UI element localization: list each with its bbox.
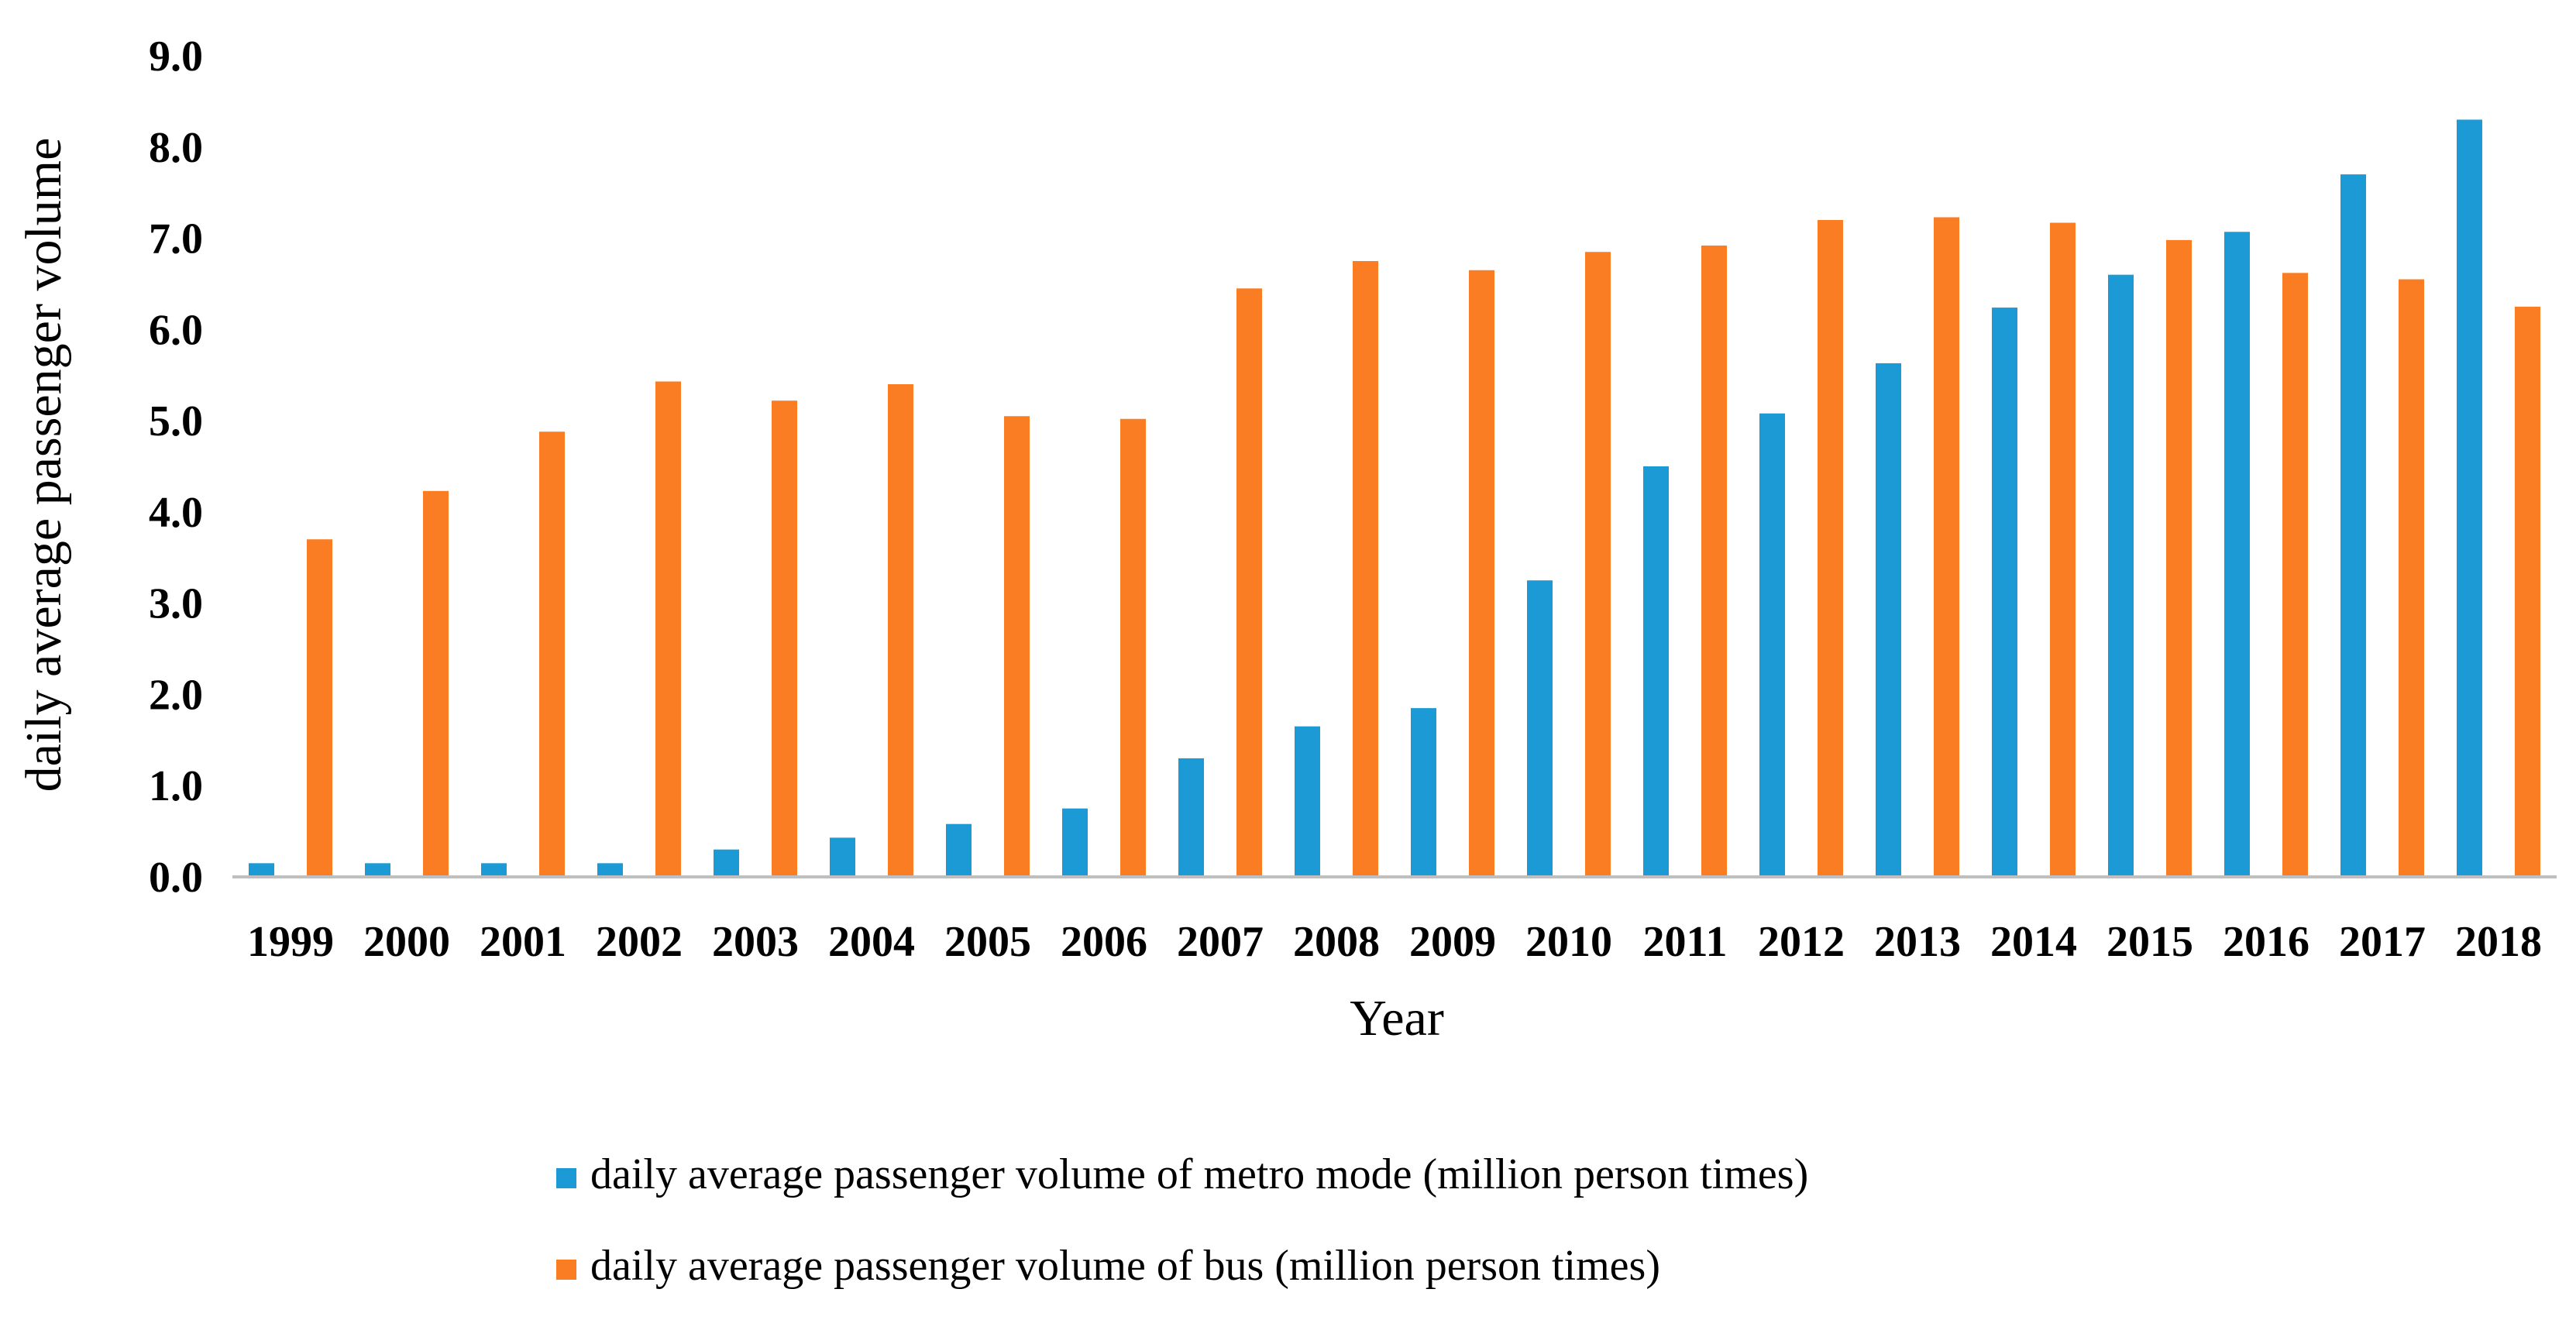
bar-metro xyxy=(365,863,390,877)
x-tick-label: 2015 xyxy=(2107,918,2193,966)
y-tick-label: 7.0 xyxy=(149,215,203,263)
bar-metro xyxy=(597,863,623,877)
bars xyxy=(249,119,2540,878)
bar-bus xyxy=(1469,270,1494,877)
bar-bus xyxy=(1004,416,1030,877)
y-tick-label: 5.0 xyxy=(149,397,203,445)
x-tick-label: 2017 xyxy=(2339,918,2426,966)
bar-metro xyxy=(1178,758,1204,877)
bar-bus xyxy=(1236,288,1262,877)
x-tick-label: 2002 xyxy=(596,918,683,966)
bar-bus xyxy=(1585,252,1611,877)
x-axis-ticks: 1999 2000 2001 2002 2003 2004 2005 2006 2007 2008… xyxy=(247,918,2542,966)
y-tick-label: 0.0 xyxy=(149,854,203,902)
bar-bus xyxy=(1120,418,1146,877)
x-tick-label: 2012 xyxy=(1758,918,1845,966)
bar-bus xyxy=(2282,273,2308,877)
bar-metro xyxy=(1876,363,1901,877)
bar-bus xyxy=(539,431,565,877)
bar-metro xyxy=(2224,232,2250,877)
bar-bus xyxy=(655,381,681,877)
bar-metro xyxy=(2457,119,2482,877)
x-tick-label: 2018 xyxy=(2455,918,2542,966)
x-tick-label: 2003 xyxy=(712,918,799,966)
x-tick-label: 2014 xyxy=(1990,918,2077,966)
bar-bus xyxy=(1934,217,1959,877)
legend-swatch-bus xyxy=(556,1260,576,1280)
bar-metro xyxy=(2340,174,2366,878)
bar-bus xyxy=(1818,220,1843,877)
x-tick-label: 2005 xyxy=(944,918,1031,966)
x-tick-label: 2000 xyxy=(363,918,450,966)
bar-metro xyxy=(830,837,855,877)
bar-bus xyxy=(1353,261,1378,877)
bar-metro xyxy=(1759,413,1785,877)
bar-metro xyxy=(249,863,274,877)
bar-bus xyxy=(888,384,913,877)
bar-metro xyxy=(1295,726,1320,877)
x-tick-label: 1999 xyxy=(247,918,334,966)
y-axis-title: daily average passenger volume xyxy=(15,138,72,792)
x-tick-label: 2011 xyxy=(1643,918,1728,966)
y-tick-label: 1.0 xyxy=(149,762,203,810)
x-tick-label: 2004 xyxy=(828,918,915,966)
x-tick-label: 2016 xyxy=(2223,918,2309,966)
bar-metro xyxy=(1643,466,1669,877)
bar-metro xyxy=(2108,274,2134,878)
legend-label-bus: daily average passenger volume of bus (m… xyxy=(590,1242,1660,1290)
x-tick-label: 2006 xyxy=(1061,918,1147,966)
legend-swatch-metro xyxy=(556,1168,576,1188)
y-tick-label: 8.0 xyxy=(149,124,203,172)
y-tick-label: 4.0 xyxy=(149,489,203,537)
bar-bus xyxy=(307,539,332,877)
x-tick-label: 2013 xyxy=(1874,918,1961,966)
x-tick-label: 2001 xyxy=(480,918,566,966)
bar-metro xyxy=(1527,580,1553,877)
legend-label-metro: daily average passenger volume of metro … xyxy=(590,1150,1808,1198)
bar-bus xyxy=(2050,222,2076,877)
x-tick-label: 2010 xyxy=(1525,918,1612,966)
y-tick-label: 6.0 xyxy=(149,306,203,354)
y-tick-label: 9.0 xyxy=(149,33,203,81)
bar-bus xyxy=(1701,245,1727,877)
bar-bus xyxy=(2515,306,2540,877)
bar-metro xyxy=(714,849,739,877)
y-tick-label: 2.0 xyxy=(149,671,203,719)
x-tick-label: 2007 xyxy=(1177,918,1264,966)
x-tick-label: 2008 xyxy=(1293,918,1380,966)
bar-bus xyxy=(423,490,449,877)
bar-bus xyxy=(2399,279,2424,877)
y-tick-label: 3.0 xyxy=(149,580,203,628)
bar-metro xyxy=(1062,808,1088,877)
y-axis-ticks: 0.0 1.0 2.0 3.0 4.0 5.0 6.0 7.0 8.0 9.0 xyxy=(149,33,203,902)
bar-bus xyxy=(772,400,797,877)
bar-metro xyxy=(1411,708,1436,877)
legend: daily average passenger volume of metro … xyxy=(556,1150,1808,1290)
bar-metro xyxy=(1992,308,2017,878)
bar-bus xyxy=(2166,239,2192,877)
bar-metro xyxy=(946,823,972,877)
x-axis-title: Year xyxy=(1350,990,1444,1047)
x-tick-label: 2009 xyxy=(1409,918,1496,966)
bar-metro xyxy=(481,863,507,877)
